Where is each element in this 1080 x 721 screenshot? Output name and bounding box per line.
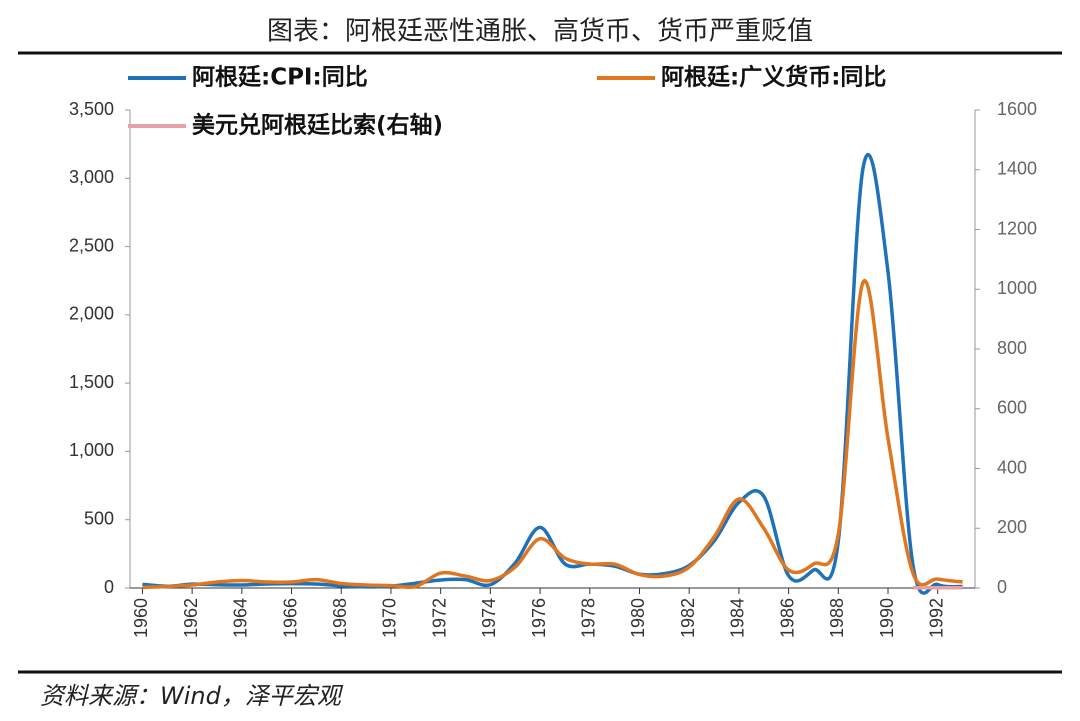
y2-tick-label: 200: [997, 517, 1027, 537]
series-line: [142, 278, 963, 590]
x-tick-label: 1966: [280, 598, 300, 638]
x-tick-label: 1972: [429, 598, 449, 638]
y2-tick-label: 1600: [997, 99, 1037, 119]
y2-tick-label: 400: [997, 457, 1027, 477]
y2-tick-label: 600: [997, 398, 1027, 418]
y-tick-label: 500: [84, 508, 114, 528]
x-tick-label: 1970: [380, 598, 400, 638]
y2-tick-label: 1400: [997, 159, 1037, 179]
y-tick-label: 1,500: [69, 372, 114, 392]
y-tick-label: 0: [104, 577, 114, 597]
x-tick-label: 1960: [131, 598, 151, 638]
legend-label: 阿根廷:CPI:同比: [192, 65, 368, 91]
y2-tick-label: 1000: [997, 278, 1037, 298]
y2-tick-label: 800: [997, 338, 1027, 358]
y2-tick-label: 0: [997, 577, 1007, 597]
y-tick-label: 2,000: [69, 304, 114, 324]
x-tick-label: 1978: [579, 598, 599, 638]
legend-label: 美元兑阿根廷比索(右轴): [192, 112, 443, 139]
x-tick-label: 1962: [181, 598, 201, 638]
y2-tick-label: 1200: [997, 218, 1037, 238]
x-tick-label: 1986: [777, 598, 797, 638]
y-tick-label: 2,500: [69, 235, 114, 255]
x-tick-label: 1984: [728, 598, 748, 638]
chart-title: 图表：阿根廷恶性通胀、高货币、货币严重贬值: [267, 17, 813, 47]
x-tick-label: 1968: [330, 598, 350, 638]
y-tick-label: 3,000: [69, 167, 114, 187]
source-note: 资料来源：Wind，泽平宏观: [40, 682, 344, 710]
x-tick-label: 1976: [529, 598, 549, 638]
x-tick-label: 1982: [678, 598, 698, 638]
x-tick-label: 1964: [231, 598, 251, 638]
y-tick-label: 1,000: [69, 440, 114, 460]
x-tick-label: 1974: [479, 598, 499, 638]
y-tick-label: 3,500: [69, 99, 114, 119]
x-tick-label: 1988: [827, 598, 847, 638]
legend-label: 阿根廷:广义货币:同比: [661, 64, 886, 91]
x-tick-label: 1990: [877, 598, 897, 638]
x-tick-label: 1980: [628, 598, 648, 638]
x-tick-label: 1992: [926, 598, 946, 638]
